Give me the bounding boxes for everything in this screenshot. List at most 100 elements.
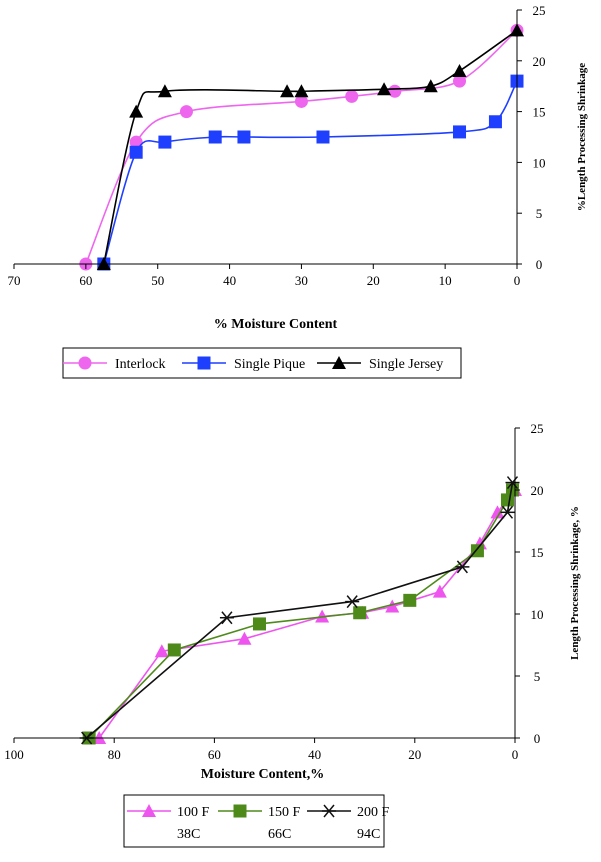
chart-1-x-ticks: 70 60 50 40 30 20 10 0 (8, 264, 521, 288)
legend-marker (197, 356, 211, 370)
data-point (488, 115, 502, 129)
legend-sublabel: 66C (268, 827, 291, 842)
x-tick-label: 20 (408, 747, 421, 762)
legend-marker (142, 804, 156, 817)
y-tick-label: 0 (534, 731, 541, 746)
x-tick-label: 40 (223, 273, 236, 288)
y-tick-label: 5 (534, 669, 541, 684)
data-point (129, 104, 144, 118)
chart-2-x-ticks: 100 80 60 40 20 0 (4, 738, 518, 762)
data-point (388, 84, 402, 98)
data-point (280, 84, 295, 98)
data-point (315, 609, 330, 623)
y-tick-label: 15 (531, 545, 544, 560)
chart-1-x-axis-title: % Moisture Content (214, 317, 338, 332)
legend-box (62, 347, 462, 379)
chart-1-y-axis-title: %Length Processing Shrinkage (576, 63, 588, 211)
data-point (154, 644, 169, 658)
y-tick-label: 5 (536, 206, 543, 221)
chart-2-y-ticks: 0 5 10 15 20 25 (515, 421, 544, 746)
chart-1-series-layer (79, 23, 524, 271)
legend-item: Single Pique (182, 356, 305, 372)
chart-2-series-layer (79, 476, 522, 745)
data-point (208, 130, 222, 144)
x-tick-label: 30 (295, 273, 308, 288)
data-point (432, 584, 447, 598)
series-200-f (79, 476, 520, 745)
data-point (157, 84, 172, 98)
series-line (98, 489, 516, 739)
x-tick-label: 20 (367, 273, 380, 288)
x-tick-label: 100 (4, 747, 24, 762)
data-point (237, 631, 252, 645)
series-interlock (79, 23, 524, 271)
legend-marker (332, 356, 346, 369)
x-tick-label: 80 (108, 747, 121, 762)
y-tick-label: 0 (536, 257, 543, 272)
x-tick-label: 50 (151, 273, 164, 288)
legend-label: Single Jersey (369, 357, 443, 372)
legend-marker (233, 804, 247, 818)
data-point (237, 130, 251, 144)
data-point (353, 606, 367, 620)
data-point (423, 79, 438, 93)
chart-2-x-axis-title: Moisture Content,% (201, 767, 324, 782)
legend-item: 200 F 94C (307, 804, 390, 842)
legend-item: 150 F 66C (218, 804, 301, 842)
legend-label: Interlock (115, 357, 166, 372)
data-point (403, 593, 417, 607)
chart-2-legend: 100 F 38C 150 F 66C 200 F 94C (123, 794, 390, 848)
data-point (455, 560, 470, 574)
data-point (377, 82, 392, 96)
legend-label: 100 F (177, 805, 210, 820)
chart-2-y-axis-title: Length Processing Shrinkage, % (569, 506, 581, 660)
series-line (88, 489, 514, 739)
y-tick-label: 10 (531, 607, 544, 622)
x-tick-label: 60 (208, 747, 221, 762)
legend-label: 150 F (268, 805, 301, 820)
data-point (316, 130, 330, 144)
series-single-jersey (96, 23, 524, 270)
legend-marker (78, 356, 92, 370)
data-point (453, 125, 467, 139)
data-point (252, 617, 266, 631)
y-tick-label: 20 (531, 483, 544, 498)
x-tick-label: 70 (8, 273, 21, 288)
y-tick-label: 20 (533, 54, 546, 69)
x-tick-label: 40 (308, 747, 321, 762)
y-tick-label: 15 (533, 105, 546, 120)
data-point (179, 105, 193, 119)
series-single-pique (97, 74, 524, 271)
legend-label: Single Pique (234, 357, 305, 372)
data-point (345, 595, 360, 609)
series-150-f (82, 483, 519, 745)
y-tick-label: 10 (533, 155, 546, 170)
legend-item: Interlock (63, 356, 166, 372)
series-line (103, 80, 518, 265)
legend-box (123, 794, 385, 848)
x-tick-label: 10 (439, 273, 452, 288)
legend-item: 100 F 38C (127, 804, 210, 842)
data-point (452, 63, 467, 77)
legend-item: Single Jersey (317, 356, 443, 372)
data-point (129, 145, 143, 159)
data-point (345, 89, 359, 103)
data-point (158, 135, 172, 149)
legend-marker (322, 804, 336, 818)
data-point (490, 505, 505, 519)
legend-sublabel: 38C (177, 827, 200, 842)
data-point (505, 476, 520, 490)
data-point (385, 599, 400, 613)
legend-label: 200 F (357, 805, 390, 820)
data-point (470, 544, 484, 558)
x-tick-label: 0 (514, 273, 521, 288)
y-tick-label: 25 (533, 3, 546, 18)
data-point (219, 611, 234, 625)
chart-1: 70 60 50 40 30 20 10 0 0 5 10 15 20 25 % Moisture Co… (8, 3, 588, 379)
legend-sublabel: 94C (357, 827, 380, 842)
chart-1-y-ticks: 0 5 10 15 20 25 (517, 3, 546, 272)
series-line (86, 482, 514, 739)
data-point (500, 505, 515, 519)
chart-2: 100 80 60 40 20 0 0 5 10 15 20 25 Moisture Content… (4, 421, 581, 848)
